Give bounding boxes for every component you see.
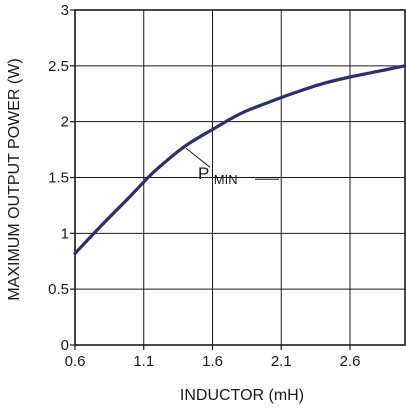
grid	[70, 9, 405, 350]
x-tick-label: 2.1	[271, 353, 292, 370]
y-tick-label: 0	[61, 337, 69, 354]
annotation-leader-line	[185, 147, 211, 168]
x-tick-label: 2.6	[340, 353, 361, 370]
x-tick-label: 1.1	[133, 353, 154, 370]
y-tick-label: 2.5	[48, 58, 69, 75]
annotation-label: P MIN	[198, 164, 238, 187]
x-tick-labels: 0.6 1.1 1.6 2.1 2.6	[65, 353, 361, 370]
y-axis-label: MAXIMUM OUTPUT POWER (W)	[6, 58, 23, 300]
y-tick-label: 0.5	[48, 281, 69, 298]
y-tick-labels: 0 0.5 1 1.5 2 2.5 3	[48, 2, 69, 354]
x-tick-label: 1.6	[202, 353, 223, 370]
annotation: P MIN	[185, 147, 279, 187]
annotation-label-main: P	[198, 164, 209, 183]
series-layer	[73, 64, 406, 255]
y-tick-label: 3	[61, 2, 69, 19]
annotation-label-subscript: MIN	[214, 172, 238, 187]
y-tick-label: 1	[61, 225, 69, 242]
plot-frame	[74, 9, 406, 346]
y-tick-label: 1.5	[48, 170, 69, 187]
x-axis-label: INDUCTOR (mH)	[180, 387, 304, 404]
series-line-pmin	[73, 64, 406, 255]
x-tick-label: 0.6	[65, 353, 86, 370]
y-tick-label: 2	[61, 114, 69, 131]
